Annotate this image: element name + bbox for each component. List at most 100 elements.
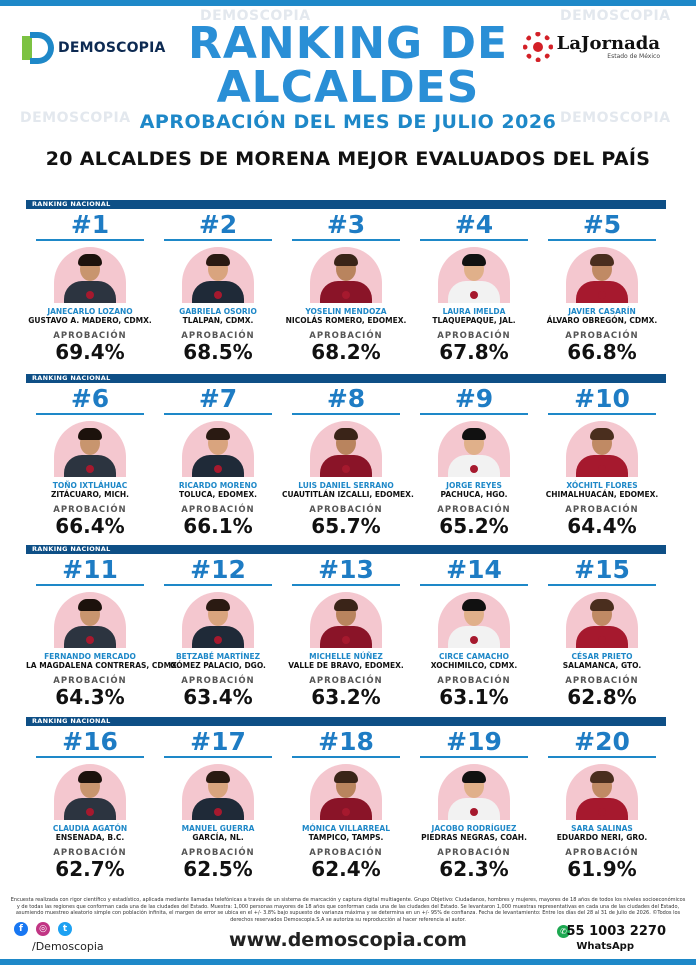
mayor-card: #1 JANECARLO LOZANO GUSTAVO A. MADERO, CDM… (26, 209, 154, 364)
approval-label: APROBACIÓN (53, 676, 127, 686)
mayor-name: JORGE REYES (446, 481, 502, 490)
mayor-municipality: VALLE DE BRAVO, EDOMEX. (288, 661, 404, 670)
twitter-icon[interactable]: t (58, 922, 72, 936)
ranking-row: RANKING NACIONAL #1 JANECARLO LOZANO GUSTAV… (26, 200, 666, 363)
page-title-line2: ALCALDES (216, 62, 480, 113)
rank-underline (164, 584, 272, 586)
mayor-photo (54, 592, 126, 648)
morena-pin-icon (470, 808, 478, 816)
morena-pin-icon (86, 808, 94, 816)
mayor-municipality: CHIMALHUACÁN, EDOMEX. (545, 490, 659, 499)
rank-number: #2 (198, 210, 238, 239)
mayor-name: MICHELLE NÚÑEZ (309, 652, 383, 661)
approval-value: 62.5% (183, 857, 253, 881)
approval-label: APROBACIÓN (181, 676, 255, 686)
morena-pin-icon (342, 465, 350, 473)
rank-underline (36, 584, 144, 586)
mayor-municipality: SALAMANCA, GTO. (562, 661, 642, 670)
mayor-name: LUIS DANIEL SERRANO (298, 481, 394, 490)
lajornada-logo-sub: Estado de México (607, 52, 660, 60)
mayor-photo (438, 764, 510, 820)
mayor-name: SARA SALINAS (571, 824, 633, 833)
rank-underline (420, 413, 528, 415)
morena-pin-icon (214, 636, 222, 644)
watermark: DEMOSCOPIA (560, 8, 671, 24)
rank-number: #11 (62, 555, 118, 584)
mayor-photo (438, 421, 510, 477)
mayor-card: #15 CÉSAR PRIETO SALAMANCA, GTO. APROBACIÓN… (538, 554, 666, 708)
mayor-photo (54, 247, 126, 303)
instagram-icon[interactable]: ◎ (36, 922, 50, 936)
approval-value: 66.1% (183, 514, 253, 538)
rank-underline (36, 239, 144, 241)
morena-pin-icon (598, 291, 606, 299)
morena-pin-icon (598, 465, 606, 473)
phone-number[interactable]: 55 1003 2270 (566, 924, 666, 939)
mayor-municipality: ENSENADA, B.C. (55, 833, 125, 842)
mayor-municipality: XOCHIMILCO, CDMX. (430, 661, 518, 670)
watermark: DEMOSCOPIA (560, 110, 671, 126)
approval-value: 69.4% (55, 340, 125, 364)
mayor-name: XÓCHITL FLORES (566, 481, 638, 490)
mayor-name: YOSELIN MENDOZA (305, 307, 387, 316)
mayor-name: CLAUDIA AGATÓN (52, 824, 128, 833)
social-handle[interactable]: /Demoscopia (32, 940, 104, 953)
morena-pin-icon (86, 636, 94, 644)
ranking-row: RANKING NACIONAL #6 TOÑO IXTLÁHUAC ZITÁCUAR… (26, 374, 666, 537)
mayor-name: FERNANDO MERCADO (44, 652, 136, 661)
morena-pin-icon (86, 465, 94, 473)
lajornada-gear-icon (522, 32, 553, 62)
mayor-municipality: TAMPICO, TAMPS. (308, 833, 384, 842)
mayor-card: #5 JAVIER CASARÍN ÁLVARO OBREGÓN, CDMX. APR… (538, 209, 666, 364)
approval-value: 66.8% (567, 340, 637, 364)
rank-number: #1 (70, 210, 110, 239)
lajornada-logo: LaJornada Estado de México (522, 32, 660, 62)
demoscopia-logo-text: DEMOSCOPIA (58, 40, 166, 56)
rank-number: #13 (318, 555, 374, 584)
mayor-name: TOÑO IXTLÁHUAC (52, 481, 128, 490)
rank-underline (292, 756, 400, 758)
approval-label: APROBACIÓN (309, 331, 383, 341)
mayor-municipality: ZITÁCUARO, MICH. (50, 490, 130, 499)
mayor-photo (566, 421, 638, 477)
website-link[interactable]: www.demoscopia.com (229, 929, 467, 951)
rank-underline (164, 413, 272, 415)
lajornada-logo-text: LaJornada (556, 32, 660, 54)
page-title-line1: RANKING DE (187, 18, 509, 69)
rank-number: #19 (446, 727, 502, 756)
facebook-icon[interactable]: f (14, 922, 28, 936)
morena-pin-icon (470, 291, 478, 299)
mayor-card: #2 GABRIELA OSORIO TLALPAN, CDMX. APROBACIÓ… (154, 209, 282, 363)
ranking-row: RANKING NACIONAL #16 CLAUDIA AGATÓN ENSENAD… (26, 717, 666, 880)
mayor-card: #19 JACOBO RODRÍGUEZ PIEDRAS NEGRAS, COAH.… (410, 726, 538, 880)
rank-strip-label: RANKING NACIONAL (32, 374, 111, 382)
morena-pin-icon (214, 808, 222, 816)
mayor-municipality: CUAUTITLÁN IZCALLI, EDOMEX. (282, 490, 414, 499)
rank-underline (292, 239, 400, 241)
approval-value: 63.2% (311, 685, 381, 709)
morena-pin-icon (342, 808, 350, 816)
mayor-card: #8 LUIS DANIEL SERRANO CUAUTITLÁN IZCALLI,… (282, 383, 414, 538)
rank-number: #16 (62, 727, 118, 756)
approval-label: APROBACIÓN (181, 848, 255, 858)
rank-underline (548, 584, 656, 586)
rank-underline (292, 584, 400, 586)
mayor-name: JACOBO RODRÍGUEZ (431, 824, 517, 833)
approval-label: APROBACIÓN (437, 848, 511, 858)
mayor-card: #11 FERNANDO MERCADO LA MAGDALENA CONTRERA… (26, 554, 180, 709)
rank-strip: RANKING NACIONAL (26, 374, 666, 383)
morena-pin-icon (470, 636, 478, 644)
approval-value: 63.1% (439, 685, 509, 709)
mayor-municipality: PIEDRAS NEGRAS, COAH. (421, 833, 527, 842)
rank-number: #14 (446, 555, 502, 584)
rank-underline (420, 756, 528, 758)
rank-number: #8 (326, 384, 366, 413)
approval-label: APROBACIÓN (53, 505, 127, 515)
rank-strip-label: RANKING NACIONAL (32, 717, 111, 725)
mayor-card: #17 MANUEL GUERRA GARCÍA, NL. APROBACIÓN 62.… (154, 726, 282, 880)
rank-strip: RANKING NACIONAL (26, 545, 666, 554)
approval-value: 68.5% (183, 340, 253, 364)
approval-label: APROBACIÓN (309, 848, 383, 858)
rank-underline (292, 413, 400, 415)
mayor-photo (310, 421, 382, 477)
